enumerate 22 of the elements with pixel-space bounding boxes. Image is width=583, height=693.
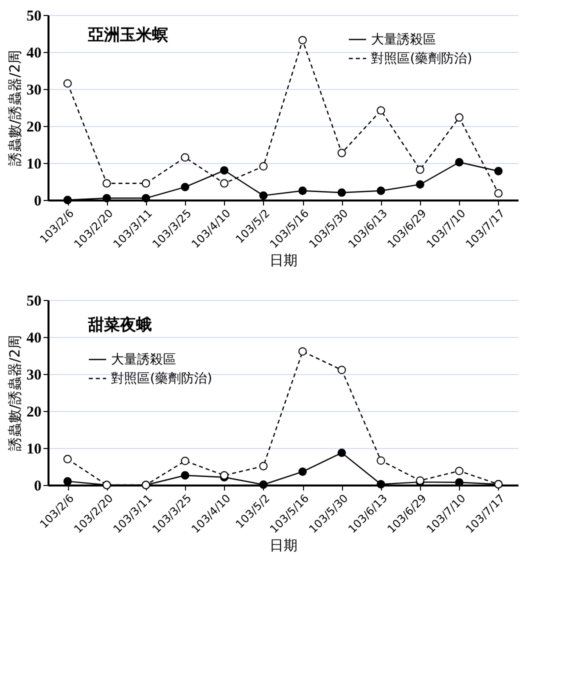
y-tick-label: 50 — [26, 8, 42, 24]
y-tick-label: 0 — [34, 478, 42, 494]
y-tick-label: 30 — [26, 82, 42, 98]
legend-label: 大量誘殺區 — [371, 32, 436, 48]
y-axis-title: 誘蟲數/誘蟲器/2周 — [8, 50, 24, 166]
x-axis-title: 日期 — [270, 538, 298, 554]
x-axis-title: 日期 — [270, 253, 298, 270]
legend-label: 大量誘殺區 — [111, 352, 176, 368]
y-axis-title: 誘蟲數/誘蟲器/2周 — [8, 334, 24, 452]
y-tick-label: 50 — [26, 294, 42, 310]
y-tick-label: 40 — [26, 330, 42, 346]
y-tick-label: 20 — [26, 120, 42, 136]
y-tick-label: 0 — [34, 194, 42, 210]
y-tick-label: 10 — [26, 156, 42, 172]
y-tick-label: 30 — [26, 368, 42, 384]
legend-label: 對照區(藥劑防治) — [371, 52, 472, 66]
y-tick-label: 20 — [26, 404, 42, 420]
y-tick-label: 40 — [26, 46, 42, 62]
legend-label: 對照區(藥劑防治) — [111, 372, 212, 386]
text: 甜菜夜蛾 — [87, 315, 152, 334]
y-tick-label: 10 — [26, 442, 42, 458]
text: 亞洲玉米螟 — [87, 25, 168, 44]
